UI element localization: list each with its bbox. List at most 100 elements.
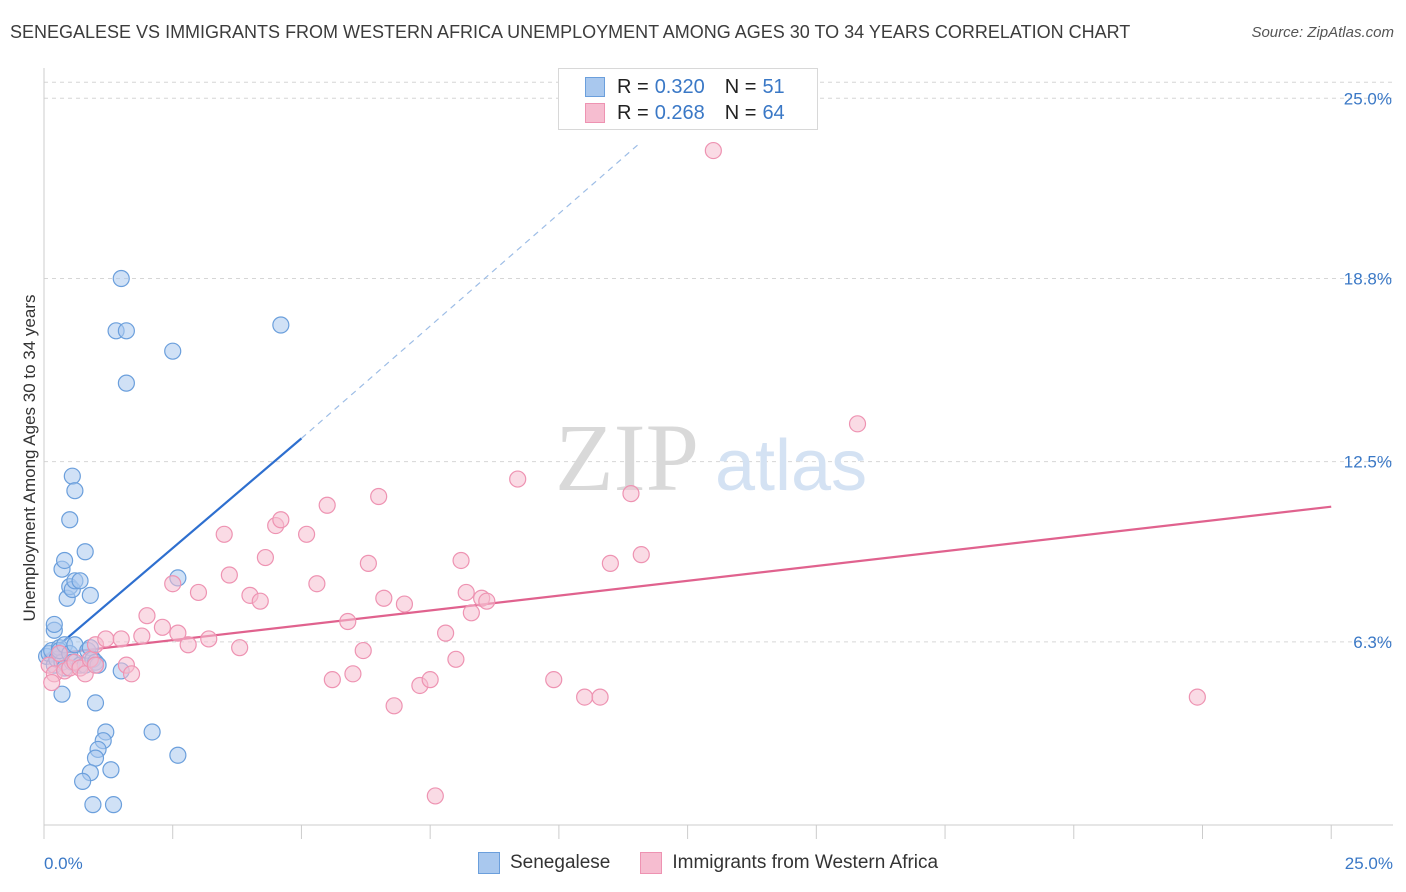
series-legend: Senegalese Immigrants from Western Afric… <box>478 852 968 874</box>
immigrants-point <box>622 485 640 503</box>
immigrants-point <box>632 546 650 564</box>
immigrants-point <box>421 671 439 689</box>
immigrants-point <box>354 641 372 660</box>
senegalese-point <box>143 723 161 741</box>
senegalese-point <box>164 342 182 360</box>
immigrants-point <box>97 630 115 648</box>
immigrants-point <box>601 554 619 572</box>
immigrants-point <box>43 673 61 692</box>
immigrants-point <box>1188 688 1206 706</box>
source-label: Source: ZipAtlas.com <box>1251 24 1394 41</box>
immigrants-point <box>189 583 208 602</box>
immigrants-point <box>256 548 275 567</box>
legend-item-senegalese: Senegalese <box>478 852 610 874</box>
immigrants-point <box>112 630 130 648</box>
data-points <box>37 141 1206 814</box>
immigrants-point <box>462 604 480 622</box>
immigrants-point <box>308 575 326 593</box>
watermark-atlas: atlas <box>715 426 867 506</box>
senegalese-legend-label: Senegalese <box>510 852 611 873</box>
y-tick-label: 6.3% <box>1353 633 1392 652</box>
immigrants-point <box>164 575 182 593</box>
immigrants-point <box>272 511 290 529</box>
n-value: 64 <box>762 101 785 124</box>
y-tick-label: 18.8% <box>1344 269 1392 288</box>
n-label: N = <box>724 75 757 98</box>
immigrants-point <box>86 656 105 674</box>
senegalese-point <box>71 572 89 590</box>
legend-item-immigrants: Immigrants from Western Africa <box>640 852 938 874</box>
immigrants-point <box>297 525 316 543</box>
senegalese-legend-swatch <box>478 852 500 874</box>
immigrants-point <box>591 688 609 706</box>
immigrants-point <box>359 554 377 572</box>
immigrants-point <box>370 487 388 506</box>
stats-legend: R = 0.320 N = 51 R = 0.268 N = 64 <box>558 68 818 130</box>
senegalese-point <box>66 482 84 500</box>
immigrants-point <box>375 589 393 607</box>
immigrants-point <box>50 644 69 663</box>
immigrants-point <box>318 496 336 514</box>
immigrants-point <box>452 551 470 570</box>
immigrants-point <box>426 787 444 805</box>
immigrants-point <box>576 688 594 706</box>
immigrants-point <box>133 627 151 645</box>
immigrants-point <box>179 636 197 654</box>
immigrants-point <box>215 525 233 543</box>
immigrants-point <box>231 639 249 657</box>
immigrants-point <box>545 671 563 689</box>
immigrants-swatch <box>585 103 605 123</box>
senegalese-trend-line <box>43 437 303 659</box>
senegalese-point <box>86 694 105 712</box>
y-axis-label: Unemployment Among Ages 30 to 34 years <box>20 295 39 622</box>
immigrants-point <box>704 141 722 160</box>
immigrants-point <box>323 671 341 689</box>
senegalese-point <box>45 615 63 634</box>
senegalese-point <box>112 269 130 288</box>
immigrants-point <box>509 470 527 488</box>
x-tick-label: 25.0% <box>1345 854 1393 873</box>
senegalese-point <box>55 551 74 570</box>
legend-row-immigrants: R = 0.268 N = 64 <box>585 101 785 125</box>
senegalese-point <box>86 749 105 767</box>
immigrants-point <box>251 592 269 610</box>
senegalese-point <box>117 322 135 340</box>
immigrants-point <box>220 566 238 584</box>
r-value: 0.320 <box>654 75 705 98</box>
n-value: 51 <box>762 75 785 98</box>
y-tick-label: 25.0% <box>1344 89 1392 108</box>
senegalese-point <box>61 511 79 529</box>
senegalese-point <box>117 374 135 392</box>
immigrants-point <box>169 624 187 642</box>
senegalese-point <box>76 543 94 561</box>
legend-row-senegalese: R = 0.320 N = 51 <box>585 75 785 99</box>
senegalese-point <box>272 316 290 334</box>
n-label: N = <box>724 101 757 124</box>
chart-title: SENEGALESE VS IMMIGRANTS FROM WESTERN AF… <box>10 22 1131 42</box>
immigrants-point <box>122 665 141 683</box>
immigrants-point <box>344 665 362 683</box>
immigrants-point <box>437 624 455 642</box>
immigrants-legend-label: Immigrants from Western Africa <box>672 852 939 873</box>
immigrants-point <box>339 612 357 631</box>
immigrants-point <box>447 650 465 668</box>
immigrants-point <box>457 583 475 602</box>
senegalese-point <box>169 746 187 764</box>
immigrants-point <box>138 607 156 625</box>
immigrants-point <box>200 630 218 648</box>
immigrants-point <box>478 592 496 610</box>
axes: 6.3% 12.5% 18.8% 25.0% 0.0% 25.0% <box>43 68 1393 873</box>
senegalese-point <box>104 796 123 814</box>
senegalese-trend-extension <box>301 141 642 439</box>
immigrants-point <box>395 595 414 613</box>
immigrants-point <box>153 618 172 636</box>
r-value: 0.268 <box>654 101 705 124</box>
immigrants-trend-line <box>43 505 1332 657</box>
r-label: R = <box>617 75 649 98</box>
senegalese-point <box>81 586 99 604</box>
immigrants-point <box>385 697 403 715</box>
senegalese-swatch <box>585 77 605 97</box>
trend-lines <box>43 141 1332 659</box>
watermark: ZIP atlas <box>555 404 867 511</box>
